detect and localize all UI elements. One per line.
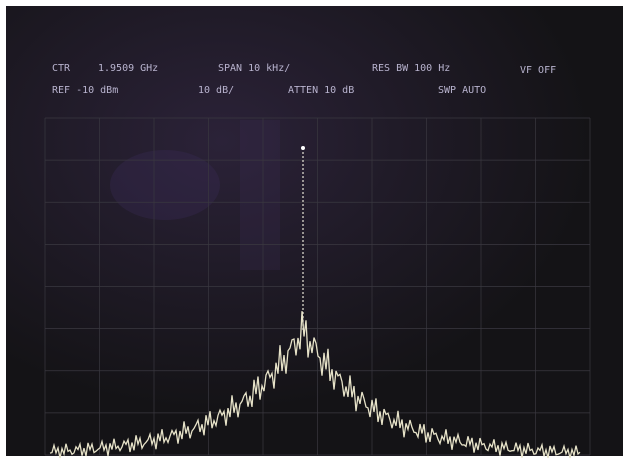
label: SWP AUTO bbox=[438, 85, 486, 96]
label: RES BW 100 Hz bbox=[372, 63, 450, 74]
label: VF OFF bbox=[520, 65, 556, 76]
label: 10 dB/ bbox=[198, 85, 234, 96]
label: ATTEN 10 dB bbox=[288, 85, 354, 96]
label: CTR bbox=[52, 63, 71, 74]
reflection bbox=[110, 150, 220, 220]
reflection bbox=[240, 120, 280, 270]
label: REF -10 dBm bbox=[52, 85, 118, 96]
screen-photo: CTR 1.9509 GHz SPAN 10 kHz/ RES BW 100 H… bbox=[0, 0, 629, 462]
spike-peak bbox=[301, 146, 305, 150]
label: 1.9509 GHz bbox=[98, 63, 158, 74]
label: SPAN 10 kHz/ bbox=[218, 63, 290, 74]
